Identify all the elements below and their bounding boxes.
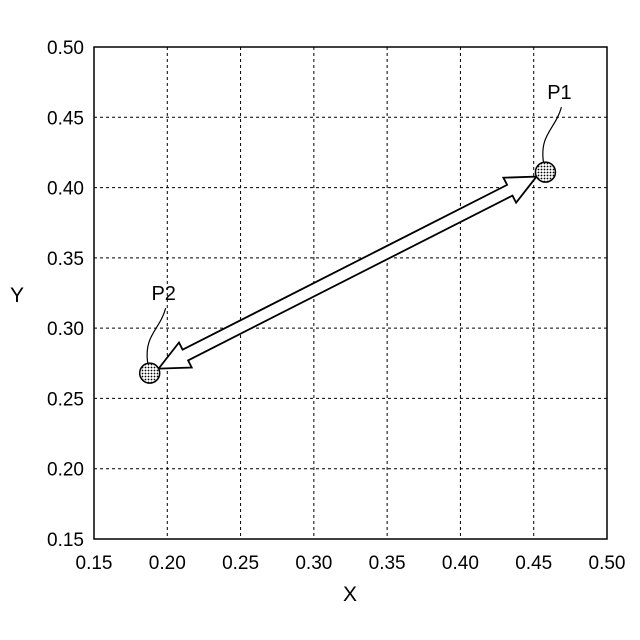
y-tick-label: 0.15 (47, 530, 84, 551)
y-tick-label: 0.20 (47, 460, 84, 481)
point-label-p1: P1 (547, 82, 571, 104)
y-axis-label: Y (10, 284, 24, 307)
x-tick-label: 0.30 (295, 553, 332, 574)
x-tick-label: 0.45 (515, 553, 552, 574)
leader-line-p1 (543, 107, 562, 162)
y-tick-label: 0.45 (47, 108, 84, 129)
x-tick-labels: 0.15 0.20 0.25 0.30 0.35 0.40 0.45 0.50 (76, 553, 626, 574)
y-tick-label: 0.50 (47, 38, 84, 59)
x-axis-label: X (343, 583, 357, 606)
double-headed-arrow (159, 177, 537, 369)
x-tick-label: 0.25 (222, 553, 259, 574)
x-tick-label: 0.50 (589, 553, 626, 574)
x-tick-label: 0.40 (442, 553, 479, 574)
y-tick-label: 0.40 (47, 179, 84, 200)
y-tick-label: 0.35 (47, 249, 84, 270)
y-tick-label: 0.30 (47, 319, 84, 340)
x-tick-label: 0.35 (369, 553, 406, 574)
x-tick-label: 0.15 (76, 553, 113, 574)
y-tick-label: 0.25 (47, 389, 84, 410)
leader-line-p2 (147, 308, 166, 363)
arrow-annotations (159, 177, 537, 369)
data-point-p2 (140, 363, 160, 383)
y-tick-labels: 0.15 0.20 0.25 0.30 0.35 0.40 0.45 0.50 (47, 38, 84, 551)
point-label-p2: P2 (151, 283, 175, 305)
data-point-p1 (535, 162, 555, 182)
x-tick-label: 0.20 (149, 553, 186, 574)
